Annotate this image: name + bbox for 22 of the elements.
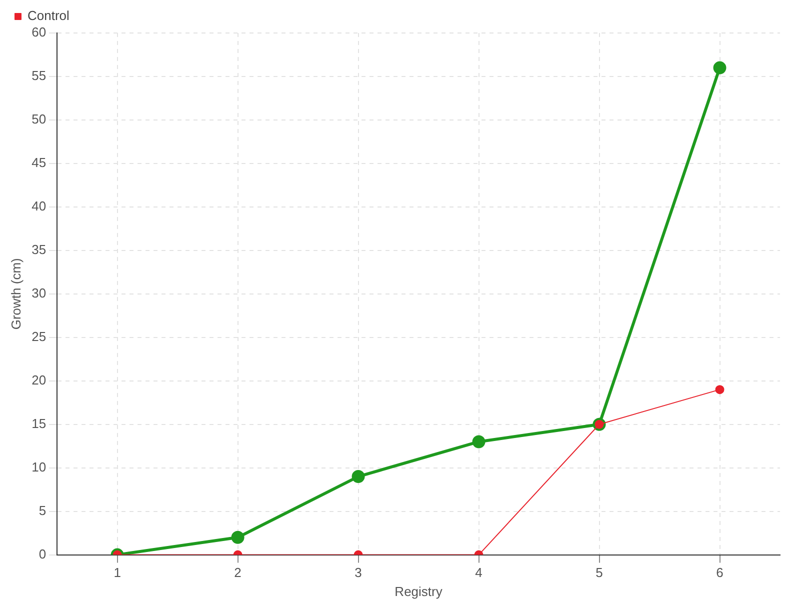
legend-label: Control bbox=[28, 8, 70, 24]
y-axis-title: Growth (cm) bbox=[8, 258, 24, 330]
x-tick-label: 5 bbox=[596, 565, 603, 580]
y-tick-label: 25 bbox=[32, 328, 46, 344]
y-tick-label: 20 bbox=[32, 372, 46, 388]
y-tick-label: 10 bbox=[32, 459, 46, 474]
x-tick-label: 3 bbox=[354, 565, 362, 580]
x-tick-label: 6 bbox=[716, 565, 724, 580]
y-tick-label: 40 bbox=[32, 198, 46, 214]
y-tick-label: 0 bbox=[38, 546, 46, 562]
y-tick-label: 50 bbox=[32, 112, 46, 127]
x-tick-label: 1 bbox=[114, 565, 121, 580]
y-tick-label: 35 bbox=[32, 242, 46, 257]
x-axis-title: Registry bbox=[394, 584, 443, 599]
x-tick-label: 4 bbox=[475, 565, 482, 580]
y-tick-label: 60 bbox=[32, 24, 46, 40]
y-tick-label: 45 bbox=[32, 155, 46, 170]
y-tick-label: 55 bbox=[32, 68, 46, 84]
y-tick-label: 5 bbox=[38, 502, 46, 518]
y-tick-label: 30 bbox=[32, 285, 46, 300]
x-tick-label: 2 bbox=[234, 565, 242, 580]
y-tick-label: 15 bbox=[32, 416, 46, 431]
